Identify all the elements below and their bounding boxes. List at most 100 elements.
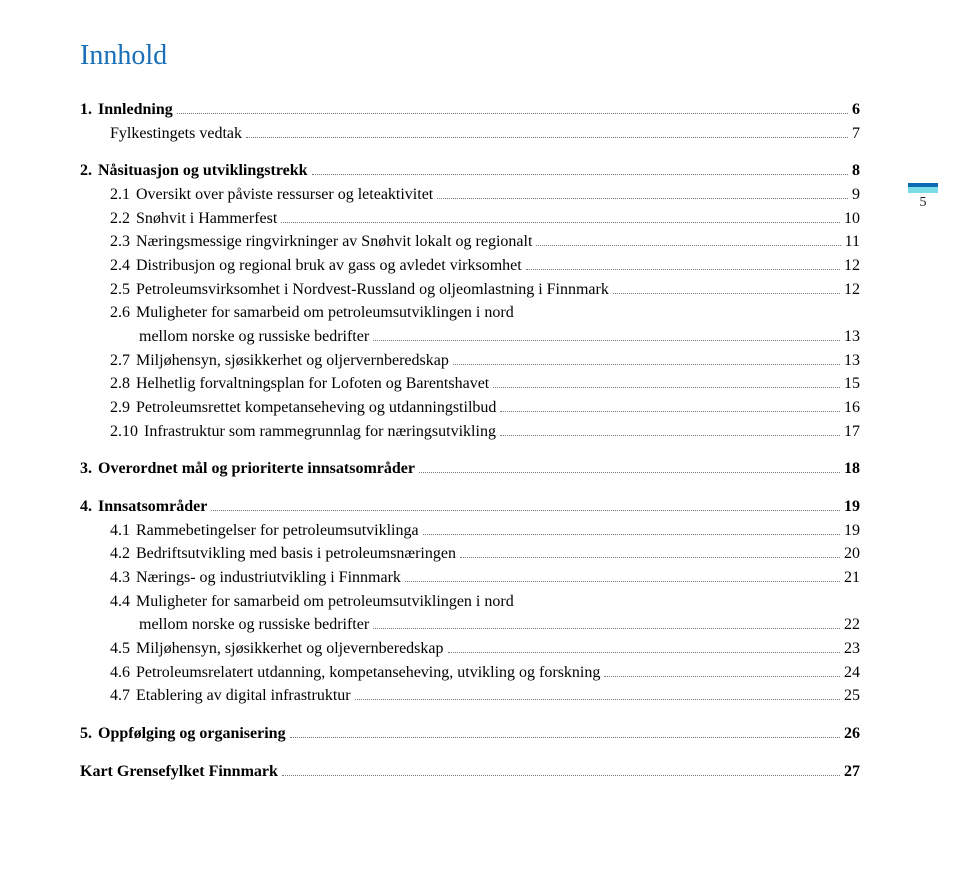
toc-page: 8 bbox=[852, 159, 860, 183]
toc-leader bbox=[246, 137, 848, 138]
toc-row: mellom norske og russiske bedrifter 13 bbox=[80, 325, 860, 349]
toc-section-5: 5. Oppfølging og organisering 26 bbox=[80, 722, 860, 746]
toc-leader bbox=[290, 737, 840, 738]
toc-label: Petroleumsvirksomhet i Nordvest-Russland… bbox=[136, 278, 609, 302]
toc-row: 5. Oppfølging og organisering 26 bbox=[80, 722, 860, 746]
toc-page: 15 bbox=[844, 372, 860, 396]
toc-label: Rammebetingelser for petroleumsutvikling… bbox=[136, 519, 419, 543]
toc: 1. Innledning 6 Fylkestingets vedtak 7 2… bbox=[80, 98, 860, 783]
toc-page: 25 bbox=[844, 684, 860, 708]
toc-label: Bedriftsutvikling med basis i petroleums… bbox=[136, 542, 456, 566]
toc-number: 4. bbox=[80, 495, 98, 519]
toc-page: 23 bbox=[844, 637, 860, 661]
toc-row: 4.6 Petroleumsrelatert utdanning, kompet… bbox=[80, 661, 860, 685]
toc-row: 4.1 Rammebetingelser for petroleumsutvik… bbox=[80, 519, 860, 543]
toc-row: 4.7 Etablering av digital infrastruktur … bbox=[80, 684, 860, 708]
toc-label: Innledning bbox=[98, 98, 173, 122]
toc-row: 4. Innsatsområder 19 bbox=[80, 495, 860, 519]
toc-row: 2.7 Miljøhensyn, sjøsikkerhet og oljerve… bbox=[80, 349, 860, 373]
toc-label: Miljøhensyn, sjøsikkerhet og oljervernbe… bbox=[136, 349, 449, 373]
toc-page: 21 bbox=[844, 566, 860, 590]
toc-leader bbox=[453, 364, 840, 365]
toc-row: 3. Overordnet mål og prioriterte innsats… bbox=[80, 457, 860, 481]
toc-number: 3. bbox=[80, 457, 98, 481]
toc-label: Innsatsområder bbox=[98, 495, 207, 519]
toc-label: Helhetlig forvaltningsplan for Lofoten o… bbox=[136, 372, 489, 396]
toc-page: 16 bbox=[844, 396, 860, 420]
toc-leader bbox=[282, 775, 840, 776]
toc-label: mellom norske og russiske bedrifter bbox=[139, 325, 369, 349]
toc-row: 2.10 Infrastruktur som rammegrunnlag for… bbox=[80, 420, 860, 444]
toc-label: Nærings- og industriutvikling i Finnmark bbox=[136, 566, 401, 590]
toc-label: Infrastruktur som rammegrunnlag for næri… bbox=[144, 420, 496, 444]
toc-number: 2.4 bbox=[110, 254, 136, 278]
toc-page: 19 bbox=[844, 495, 860, 519]
toc-leader bbox=[211, 510, 840, 511]
toc-leader bbox=[500, 411, 840, 412]
toc-label: mellom norske og russiske bedrifter bbox=[139, 613, 369, 637]
toc-number: 2.1 bbox=[110, 183, 136, 207]
toc-leader bbox=[437, 198, 848, 199]
toc-label: Petroleumsrettet kompetanseheving og utd… bbox=[136, 396, 496, 420]
toc-row: 2.2 Snøhvit i Hammerfest 10 bbox=[80, 207, 860, 231]
toc-page: 12 bbox=[844, 278, 860, 302]
toc-row: 2.3 Næringsmessige ringvirkninger av Snø… bbox=[80, 230, 860, 254]
toc-leader bbox=[373, 340, 840, 341]
toc-label: Oversikt over påviste ressurser og letea… bbox=[136, 183, 433, 207]
toc-page: 6 bbox=[852, 98, 860, 122]
toc-number: 2.6 bbox=[110, 301, 136, 325]
toc-label: Overordnet mål og prioriterte innsatsomr… bbox=[98, 457, 415, 481]
toc-number: 1. bbox=[80, 98, 98, 122]
toc-page: 19 bbox=[844, 519, 860, 543]
toc-row: 1. Innledning 6 bbox=[80, 98, 860, 122]
toc-number: 2.2 bbox=[110, 207, 136, 231]
toc-label: Kart Grensefylket Finnmark bbox=[80, 760, 278, 784]
toc-number: 2.7 bbox=[110, 349, 136, 373]
toc-section-map: Kart Grensefylket Finnmark 27 bbox=[80, 760, 860, 784]
toc-row: 2.4 Distribusjon og regional bruk av gas… bbox=[80, 254, 860, 278]
toc-leader bbox=[405, 581, 840, 582]
toc-row: 2.9 Petroleumsrettet kompetanseheving og… bbox=[80, 396, 860, 420]
toc-label: Muligheter for samarbeid om petroleumsut… bbox=[136, 301, 514, 325]
toc-row: 2.1 Oversikt over påviste ressurser og l… bbox=[80, 183, 860, 207]
toc-row: 4.3 Nærings- og industriutvikling i Finn… bbox=[80, 566, 860, 590]
toc-leader bbox=[536, 245, 840, 246]
toc-label: Miljøhensyn, sjøsikkerhet og oljevernber… bbox=[136, 637, 444, 661]
toc-number: 2.8 bbox=[110, 372, 136, 396]
toc-leader bbox=[419, 472, 840, 473]
toc-label: Petroleumsrelatert utdanning, kompetanse… bbox=[136, 661, 600, 685]
toc-leader bbox=[500, 435, 840, 436]
toc-leader bbox=[423, 534, 840, 535]
toc-page: 18 bbox=[844, 457, 860, 481]
toc-title: Innhold bbox=[80, 40, 860, 72]
toc-number: 2.10 bbox=[110, 420, 144, 444]
toc-page: 9 bbox=[852, 183, 860, 207]
toc-section-3: 3. Overordnet mål og prioriterte innsats… bbox=[80, 457, 860, 481]
toc-page: 13 bbox=[844, 325, 860, 349]
toc-row: 4.5 Miljøhensyn, sjøsikkerhet og oljever… bbox=[80, 637, 860, 661]
toc-leader bbox=[355, 699, 840, 700]
toc-page: 10 bbox=[844, 207, 860, 231]
toc-number: 4.3 bbox=[110, 566, 136, 590]
toc-page: 12 bbox=[844, 254, 860, 278]
toc-section-1: 1. Innledning 6 Fylkestingets vedtak 7 bbox=[80, 98, 860, 145]
toc-page: 17 bbox=[844, 420, 860, 444]
toc-leader bbox=[526, 269, 840, 270]
toc-label: Oppfølging og organisering bbox=[98, 722, 286, 746]
toc-number: 4.7 bbox=[110, 684, 136, 708]
toc-section-4: 4. Innsatsområder 19 4.1 Rammebetingelse… bbox=[80, 495, 860, 708]
toc-number: 4.6 bbox=[110, 661, 136, 685]
toc-leader bbox=[373, 628, 840, 629]
toc-leader bbox=[460, 557, 840, 558]
toc-number: 2. bbox=[80, 159, 98, 183]
toc-row: Fylkestingets vedtak 7 bbox=[80, 122, 860, 146]
toc-leader bbox=[177, 113, 848, 114]
toc-number: 2.3 bbox=[110, 230, 136, 254]
toc-number: 2.9 bbox=[110, 396, 136, 420]
toc-leader bbox=[448, 652, 841, 653]
toc-page: 20 bbox=[844, 542, 860, 566]
toc-label: Etablering av digital infrastruktur bbox=[136, 684, 351, 708]
toc-leader bbox=[281, 222, 840, 223]
toc-number: 4.2 bbox=[110, 542, 136, 566]
toc-number: 4.4 bbox=[110, 590, 136, 614]
